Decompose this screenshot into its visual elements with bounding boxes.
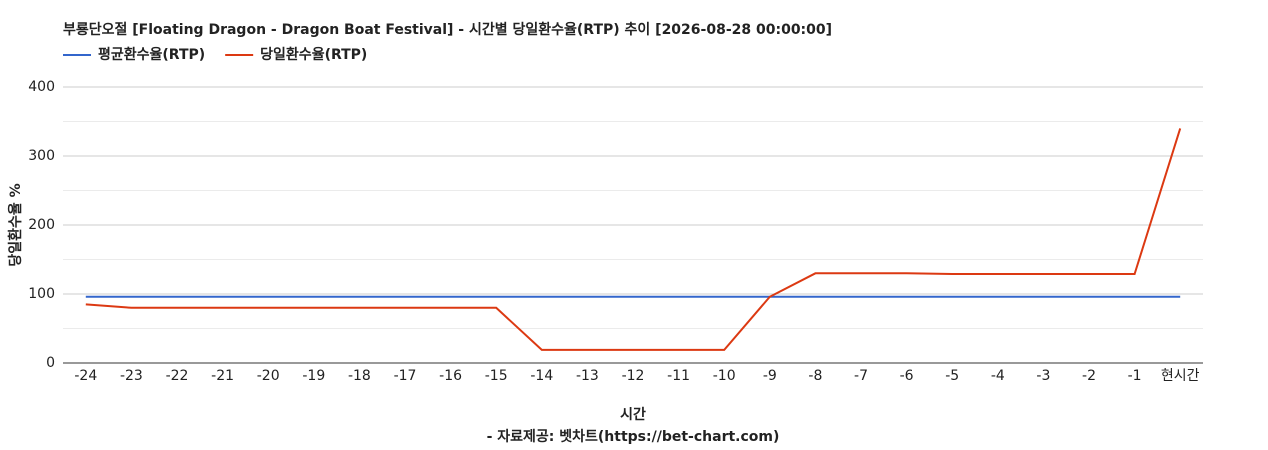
x-tick-label: -23 (120, 368, 143, 384)
x-tick-label: -13 (576, 368, 599, 384)
x-axis-label: 시간 (620, 406, 646, 423)
x-tick-label: -7 (854, 368, 868, 384)
y-tick-label: 0 (46, 355, 55, 371)
x-tick-label: -4 (991, 368, 1005, 384)
y-tick-label: 100 (28, 286, 55, 302)
x-tick-label: -8 (808, 368, 822, 384)
source: - 자료제공: 벳차트(https://bet-chart.com) (487, 428, 780, 445)
legend-label: 당일환수율(RTP) (260, 46, 367, 63)
x-tick-label: -22 (166, 368, 189, 384)
x-tick-label: -6 (900, 368, 914, 384)
x-tick-label: -21 (211, 368, 234, 384)
x-tick-label: -18 (348, 368, 371, 384)
y-axis-label: 당일환수율 % (7, 183, 24, 266)
chart-title: 부룡단오절 [Floating Dragon - Dragon Boat Fes… (63, 21, 832, 38)
x-tick-label: -10 (713, 368, 736, 384)
x-tick-label: -15 (485, 368, 508, 384)
x-tick-label: -14 (530, 368, 553, 384)
series-line (85, 128, 1182, 351)
x-tick-label: -5 (945, 368, 959, 384)
x-tick-label: -11 (667, 368, 690, 384)
legend-label: 평균환수율(RTP) (98, 46, 205, 63)
x-tick-label: -16 (439, 368, 462, 384)
x-tick-label: -1 (1128, 368, 1142, 384)
x-tick-label: -2 (1082, 368, 1096, 384)
x-tick-label: -20 (257, 368, 280, 384)
x-tick-label: 현시간 (1161, 368, 1200, 384)
y-tick-label: 200 (28, 217, 55, 233)
x-tick-label: -3 (1036, 368, 1050, 384)
x-tick-label: -12 (622, 368, 645, 384)
y-tick-label: 400 (28, 79, 55, 95)
x-tick-label: -19 (302, 368, 325, 384)
x-tick-label: -17 (394, 368, 417, 384)
y-tick-label: 300 (28, 148, 55, 164)
x-tick-label: -24 (74, 368, 97, 384)
x-tick-label: -9 (763, 368, 777, 384)
